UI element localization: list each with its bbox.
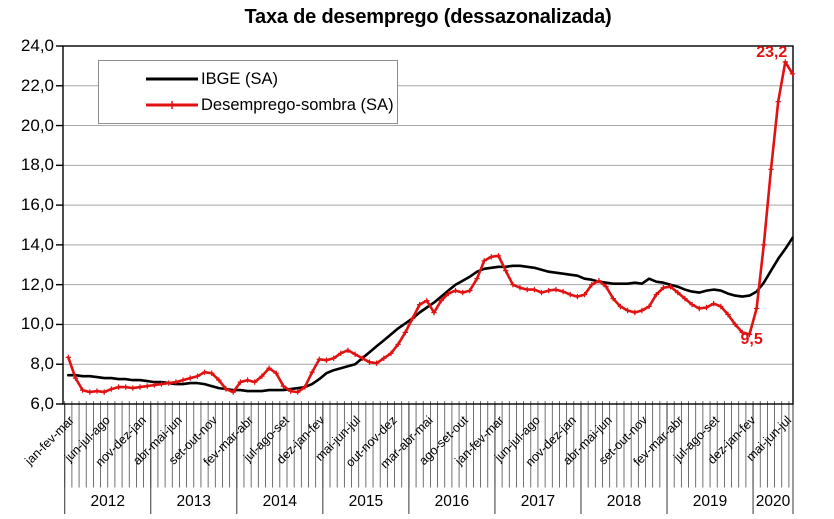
ibge-line xyxy=(67,236,794,393)
legend-label-sombra: Desemprego-sombra (SA) xyxy=(201,96,394,115)
y-axis-label: 18,0 xyxy=(20,155,54,175)
legend-label-ibge: IBGE (SA) xyxy=(201,69,279,88)
y-axis-label: 24,0 xyxy=(20,36,54,55)
annotation-peak-value: 23,2 xyxy=(756,43,788,61)
year-label: 2017 xyxy=(520,493,556,510)
plot-border xyxy=(62,45,794,405)
legend-item-sombra: Desemprego-sombra (SA) xyxy=(145,96,397,114)
y-axis-label: 22,0 xyxy=(20,75,54,95)
year-label: 2014 xyxy=(262,493,298,510)
annotation-min-value: 9,5 xyxy=(740,331,763,349)
y-axis-label: 16,0 xyxy=(20,195,54,215)
ibge-line-swatch xyxy=(146,77,198,81)
y-axis-label: 6,0 xyxy=(30,394,54,413)
year-label: 2020 xyxy=(755,493,791,510)
sombra-line-swatch xyxy=(146,101,198,110)
y-axis-label: 8,0 xyxy=(30,354,54,374)
sombra-markers xyxy=(65,59,796,395)
y-axis-label: 20,0 xyxy=(20,115,54,135)
year-label: 2012 xyxy=(90,493,125,510)
legend: IBGE (SA) Desemprego-sombra (SA) xyxy=(98,60,398,124)
legend-item-ibge: IBGE (SA) xyxy=(145,70,397,88)
y-axis-label: 12,0 xyxy=(20,274,54,294)
y-axis-label: 10,0 xyxy=(20,314,54,334)
year-label: 2016 xyxy=(434,493,470,510)
y-axis-label: 14,0 xyxy=(20,234,54,254)
year-label: 2018 xyxy=(606,493,642,510)
year-label: 2013 xyxy=(176,493,211,510)
year-label: 2019 xyxy=(692,493,728,510)
chart-title: Taxa de desemprego (dessazonalizada) xyxy=(244,6,612,28)
year-label: 2015 xyxy=(348,493,384,510)
